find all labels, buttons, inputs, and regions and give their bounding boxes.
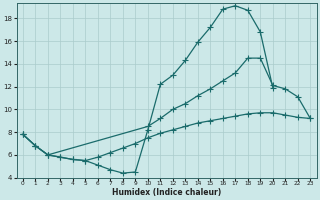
X-axis label: Humidex (Indice chaleur): Humidex (Indice chaleur) <box>112 188 221 197</box>
